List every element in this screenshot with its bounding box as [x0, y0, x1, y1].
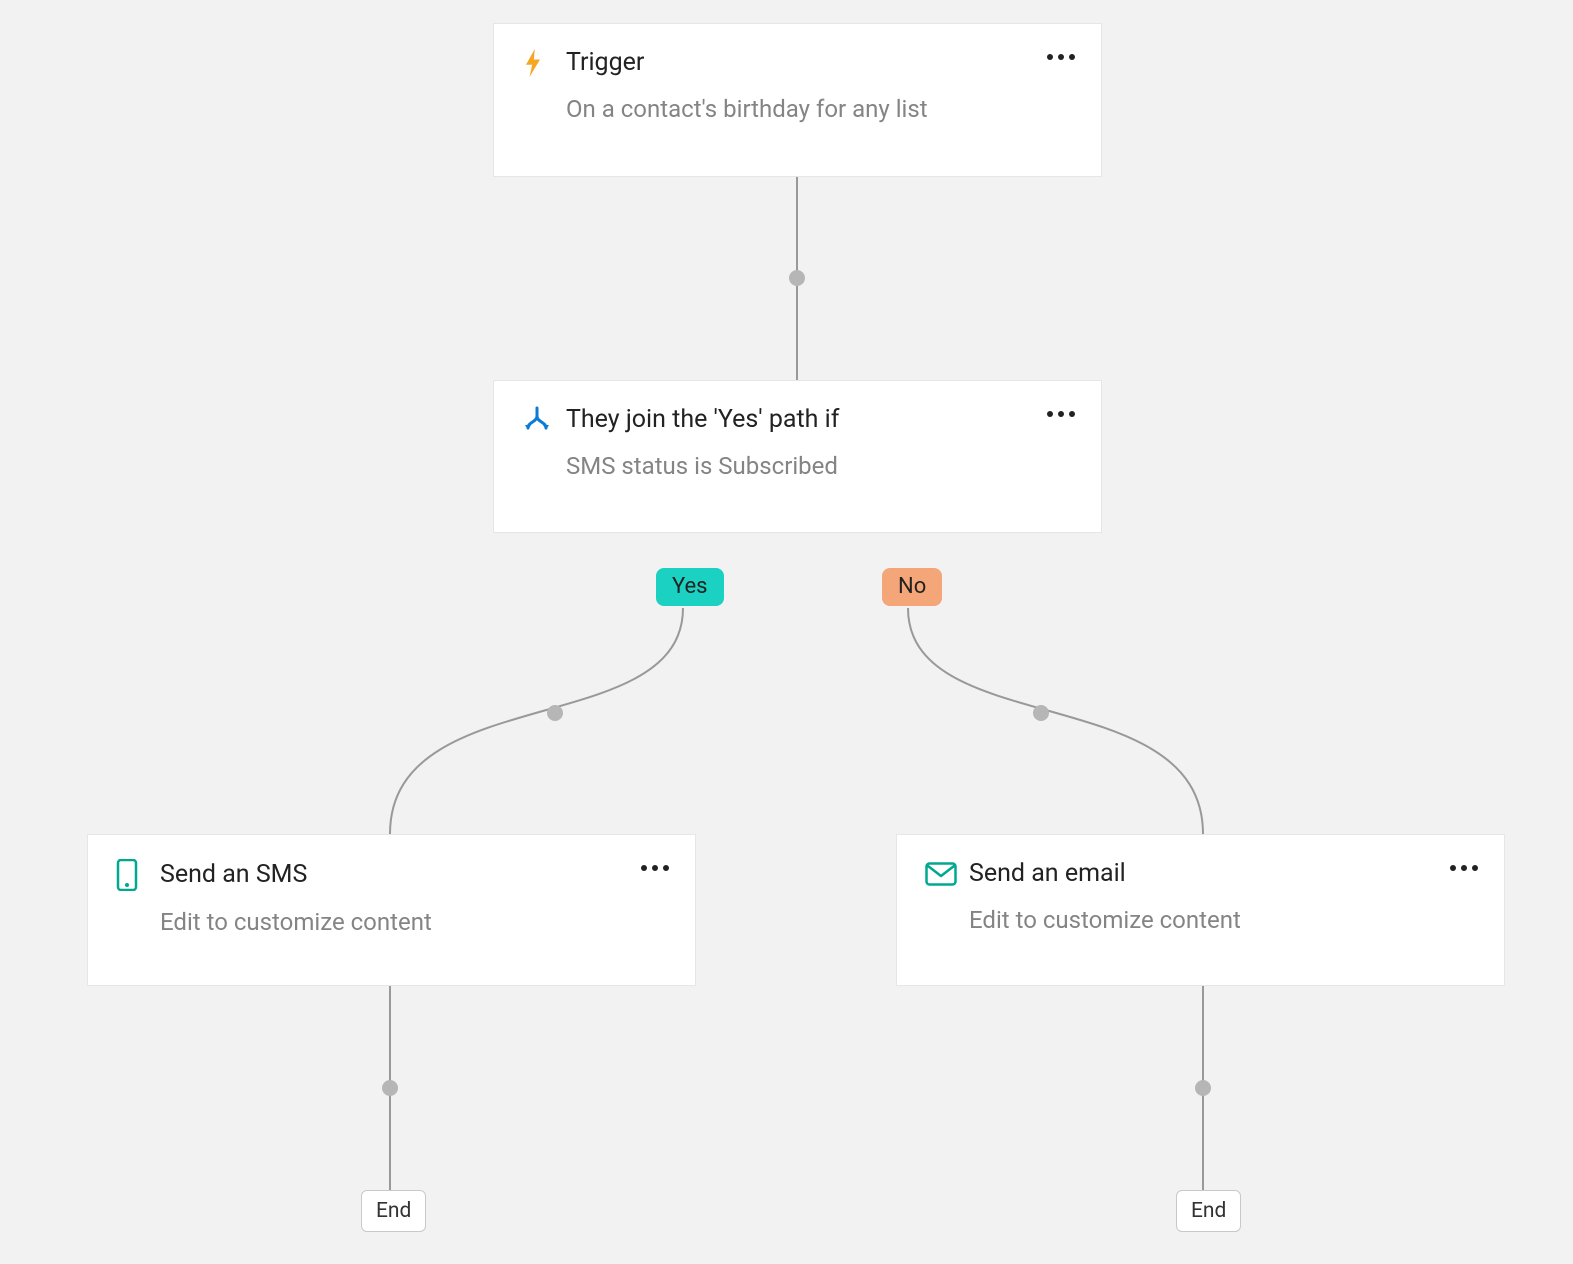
add-step-dot[interactable]: [789, 270, 805, 286]
more-options-button[interactable]: [1047, 54, 1075, 60]
add-step-dot[interactable]: [1195, 1080, 1211, 1096]
sms-subtitle: Edit to customize content: [160, 907, 667, 938]
trigger-subtitle: On a contact's birthday for any list: [566, 94, 1073, 125]
condition-title: They join the 'Yes' path if: [566, 405, 839, 435]
add-step-dot[interactable]: [382, 1080, 398, 1096]
email-subtitle: Edit to customize content: [969, 905, 1476, 936]
connectors-layer: [0, 0, 1573, 1264]
more-options-button[interactable]: [1450, 865, 1478, 871]
more-options-button[interactable]: [1047, 411, 1075, 417]
more-options-button[interactable]: [641, 865, 669, 871]
end-label: End: [376, 1199, 411, 1223]
connector-yes-branch: [390, 608, 683, 834]
envelope-icon: [925, 862, 959, 886]
split-icon: [522, 406, 556, 434]
send-sms-node[interactable]: Send an SMS Edit to customize content: [87, 834, 696, 986]
trigger-node[interactable]: Trigger On a contact's birthday for any …: [493, 23, 1102, 177]
phone-icon: [116, 859, 150, 891]
condition-subtitle: SMS status is Subscribed: [566, 451, 1073, 482]
yes-pill-label: Yes: [672, 574, 708, 599]
add-step-dot[interactable]: [1033, 705, 1049, 721]
add-step-dot[interactable]: [547, 705, 563, 721]
sms-title: Send an SMS: [160, 860, 307, 890]
automation-flow-canvas: Trigger On a contact's birthday for any …: [0, 0, 1573, 1264]
trigger-title: Trigger: [566, 48, 644, 78]
end-node-left: End: [361, 1190, 426, 1232]
condition-node[interactable]: They join the 'Yes' path if SMS status i…: [493, 380, 1102, 533]
lightning-icon: [522, 49, 556, 77]
send-email-node[interactable]: Send an email Edit to customize content: [896, 834, 1505, 986]
end-node-right: End: [1176, 1190, 1241, 1232]
email-title: Send an email: [969, 859, 1126, 889]
no-pill: No: [882, 568, 942, 606]
connector-no-branch: [908, 608, 1203, 834]
no-pill-label: No: [898, 574, 926, 599]
end-label: End: [1191, 1199, 1226, 1223]
yes-pill: Yes: [656, 568, 724, 606]
